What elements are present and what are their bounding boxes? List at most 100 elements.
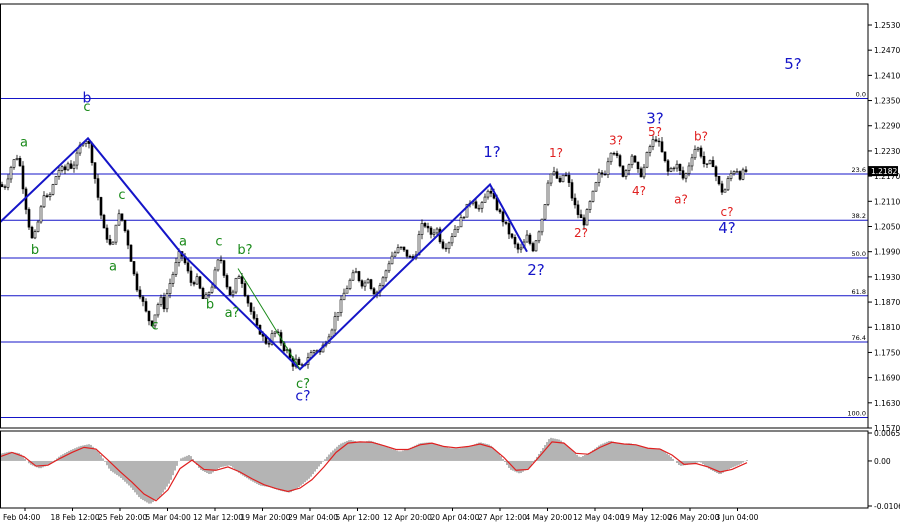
candle-body <box>399 246 403 249</box>
price-tick-label: 1.2410 <box>874 71 900 80</box>
candle-body <box>96 178 100 198</box>
candle-body <box>525 234 529 243</box>
candle-body <box>54 176 58 185</box>
candle-body <box>420 223 424 235</box>
wave-label: a <box>179 234 187 249</box>
time-tick-label: 18 Feb 12:00 <box>51 513 100 522</box>
price-tick-label: 1.1930 <box>874 273 900 282</box>
candle-body <box>552 171 556 175</box>
candle-body <box>369 279 373 290</box>
time-tick-label: 27 Apr 12:00 <box>478 513 527 522</box>
wave-labels: bcabcacabcb?a?c?c?1?2?1?2?3?4?5?3?b?a?c?… <box>20 55 802 405</box>
candle-body <box>699 147 703 157</box>
candle-body <box>513 237 517 245</box>
time-tick-label: 26 May 20:00 <box>668 513 720 522</box>
candle-body <box>63 166 67 171</box>
candle-body <box>432 232 436 235</box>
candle-body <box>462 216 466 219</box>
wave-label: c <box>83 100 90 115</box>
candle-body <box>435 228 439 234</box>
candle-body <box>129 244 133 262</box>
candle-body <box>6 178 10 188</box>
candle-body <box>561 174 565 183</box>
candle-body <box>729 173 733 179</box>
price-tick-label: 1.2170 <box>874 172 900 181</box>
candle-body <box>240 276 244 284</box>
time-tick-label: 19 Mar 20:00 <box>241 513 291 522</box>
time-tick-label: 25 Feb 20:00 <box>98 513 147 522</box>
candle-body <box>186 262 190 272</box>
candle-body <box>672 167 676 170</box>
wave-label: b <box>31 243 39 258</box>
candle-body <box>312 350 316 354</box>
candle-body <box>459 217 463 228</box>
candle-body <box>405 249 409 257</box>
candle-body <box>330 329 334 338</box>
candle-body <box>15 158 19 160</box>
candle-body <box>681 170 685 179</box>
candle-body <box>18 158 22 167</box>
candle-body <box>153 314 157 327</box>
candle-body <box>3 186 7 188</box>
candle-body <box>663 151 667 162</box>
candle-body <box>489 190 493 194</box>
candle-body <box>714 166 718 177</box>
candle-body <box>558 177 562 183</box>
candle-body <box>381 277 385 286</box>
candle-body <box>123 219 127 232</box>
candle-body <box>579 214 583 219</box>
time-tick-label: 12 Mar 12:00 <box>193 513 243 522</box>
candle-body <box>600 172 604 175</box>
time-tick-label: Feb 04:00 <box>3 513 41 522</box>
candle-body <box>36 221 40 232</box>
candle-body <box>393 252 397 257</box>
current-price-marker <box>868 166 898 177</box>
candle-body <box>690 157 694 167</box>
time-tick-label: 3 Jun 04:00 <box>716 513 759 522</box>
candle-body <box>342 292 346 301</box>
candle-body <box>537 231 541 242</box>
wave-label: b <box>83 91 92 107</box>
candle-body <box>336 312 340 317</box>
candle-body <box>396 247 400 254</box>
candle-body <box>684 173 688 179</box>
candle-body <box>57 170 61 177</box>
candle-body <box>234 278 238 293</box>
sub-wave-line <box>237 268 301 370</box>
time-tick-label: 4 May 20:00 <box>526 513 573 522</box>
candle-body <box>474 201 478 209</box>
candle-body <box>339 299 343 313</box>
candle-body <box>300 364 304 366</box>
time-tick-label: 5 Apr 12:00 <box>336 513 380 522</box>
candle-body <box>267 343 271 345</box>
candle-body <box>198 276 202 289</box>
candle-body <box>531 243 535 252</box>
candle-body <box>612 152 616 155</box>
candle-body <box>726 178 730 191</box>
candle-body <box>108 239 112 245</box>
chart-axes: 1.2530 1.2470 1.2410 1.2350 1.2290 1.2230 1.21… <box>0 3 900 522</box>
time-tick-label: 29 Mar 04:00 <box>288 513 338 522</box>
candle-body <box>348 279 352 289</box>
oscillator-tick-label: -0.01062 <box>874 502 900 511</box>
candle-body <box>168 283 172 294</box>
candle-body <box>669 168 673 172</box>
wave-label: a <box>20 136 28 151</box>
candle-body <box>126 230 130 246</box>
candle-body <box>570 182 574 199</box>
fibonacci-levels: 0.0 23.6 38.2 50.0 61.8 76.4 100.0 <box>0 90 868 419</box>
candle-body <box>246 295 250 304</box>
candle-body <box>654 139 658 142</box>
fib-level-label: 61.8 <box>852 288 866 296</box>
candle-body <box>60 166 64 171</box>
fib-level-label: 23.6 <box>852 166 866 174</box>
candle-body <box>390 255 394 265</box>
candle-body <box>609 152 613 163</box>
candle-body <box>357 271 361 281</box>
candle-body <box>243 283 247 297</box>
candle-body <box>582 217 586 226</box>
candle-body <box>651 139 655 147</box>
candle-body <box>648 146 652 153</box>
wave-label: 4? <box>632 184 646 198</box>
